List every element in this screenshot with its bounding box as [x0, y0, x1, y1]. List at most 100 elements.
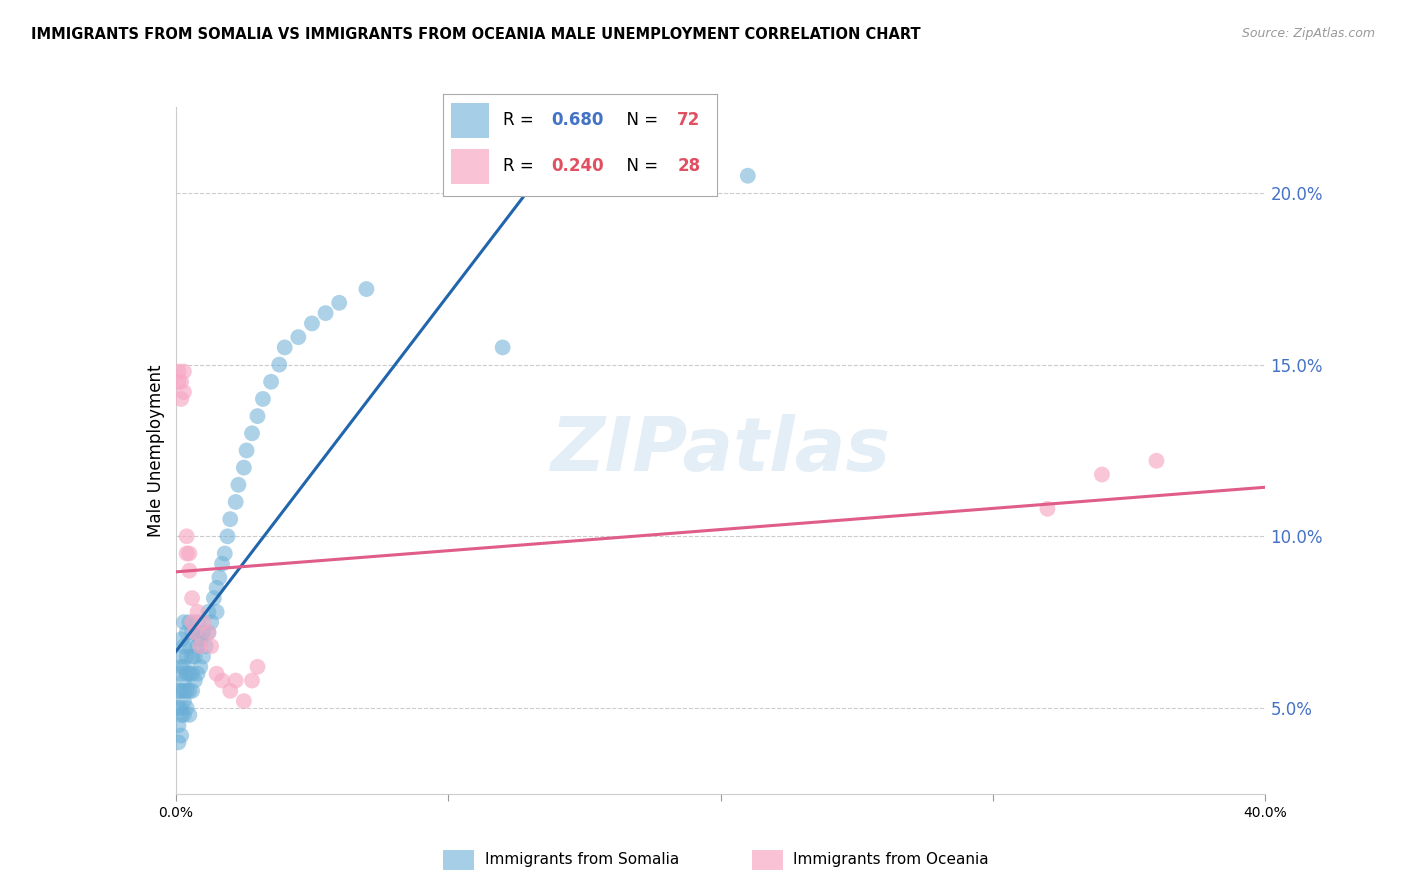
Point — [176, 649, 198, 664]
Point — [235, 443, 257, 458]
Y-axis label: Male Unemployment: Male Unemployment — [148, 364, 166, 537]
Point — [232, 694, 254, 708]
Text: Source: ZipAtlas.com: Source: ZipAtlas.com — [1241, 27, 1375, 40]
Point — [225, 673, 247, 688]
Point — [186, 615, 209, 630]
Point — [188, 660, 211, 674]
Point — [173, 615, 195, 630]
Point — [170, 683, 193, 698]
Text: R =: R = — [503, 158, 540, 176]
Text: ZIPatlas: ZIPatlas — [551, 414, 890, 487]
Point — [191, 625, 214, 640]
Point — [176, 701, 198, 715]
Point — [176, 625, 198, 640]
Point — [167, 364, 190, 378]
Text: N =: N = — [616, 158, 664, 176]
Point — [219, 512, 242, 526]
Point — [240, 673, 263, 688]
Text: N =: N = — [616, 112, 664, 129]
Text: R =: R = — [503, 112, 540, 129]
Point — [1144, 454, 1167, 468]
Point — [186, 605, 209, 619]
Point — [301, 317, 323, 331]
Point — [219, 683, 242, 698]
Text: IMMIGRANTS FROM SOMALIA VS IMMIGRANTS FROM OCEANIA MALE UNEMPLOYMENT CORRELATION: IMMIGRANTS FROM SOMALIA VS IMMIGRANTS FR… — [31, 27, 921, 42]
Point — [167, 683, 190, 698]
Point — [170, 660, 193, 674]
Point — [170, 632, 193, 647]
Point — [188, 632, 211, 647]
Point — [205, 581, 228, 595]
Point — [240, 426, 263, 441]
Point — [167, 375, 190, 389]
Text: 72: 72 — [678, 112, 700, 129]
Point — [167, 718, 190, 732]
Point — [197, 625, 219, 640]
Point — [246, 409, 269, 423]
Point — [167, 735, 190, 749]
Point — [176, 666, 198, 681]
Point — [179, 639, 201, 653]
Point — [197, 605, 219, 619]
Point — [205, 666, 228, 681]
Point — [208, 570, 231, 584]
Point — [184, 673, 207, 688]
Point — [173, 639, 195, 653]
Point — [214, 546, 236, 561]
Point — [225, 495, 247, 509]
Point — [181, 666, 204, 681]
Point — [492, 340, 515, 354]
Point — [1091, 467, 1114, 482]
Point — [188, 639, 211, 653]
Point — [167, 701, 190, 715]
Point — [200, 639, 222, 653]
Point — [197, 625, 219, 640]
Point — [202, 591, 225, 606]
Point — [184, 625, 207, 640]
Point — [181, 591, 204, 606]
Text: Immigrants from Oceania: Immigrants from Oceania — [793, 853, 988, 867]
Point — [232, 460, 254, 475]
Point — [184, 625, 207, 640]
Point — [170, 666, 193, 681]
Text: 0.680: 0.680 — [551, 112, 603, 129]
Bar — [451, 103, 489, 137]
Point — [191, 615, 214, 630]
Point — [176, 683, 198, 698]
Point — [173, 673, 195, 688]
Point — [246, 660, 269, 674]
Point — [170, 729, 193, 743]
Point — [179, 615, 201, 630]
Point — [181, 649, 204, 664]
Point — [205, 605, 228, 619]
Point — [181, 683, 204, 698]
Point — [173, 364, 195, 378]
Point — [252, 392, 274, 406]
Text: Immigrants from Somalia: Immigrants from Somalia — [485, 853, 679, 867]
Point — [287, 330, 309, 344]
Point — [191, 649, 214, 664]
Point — [179, 707, 201, 722]
Point — [176, 546, 198, 561]
Text: 28: 28 — [678, 158, 700, 176]
Point — [179, 564, 201, 578]
Point — [356, 282, 378, 296]
Point — [173, 707, 195, 722]
Point — [184, 649, 207, 664]
Point — [328, 295, 350, 310]
Point — [176, 529, 198, 543]
Point — [170, 707, 193, 722]
Point — [1036, 501, 1059, 516]
Point — [173, 683, 195, 698]
Point — [181, 615, 204, 630]
Bar — [451, 149, 489, 184]
Point — [170, 649, 193, 664]
Point — [228, 478, 250, 492]
Point — [274, 340, 297, 354]
Point — [186, 639, 209, 653]
Point — [170, 392, 193, 406]
Point — [179, 683, 201, 698]
Text: 0.240: 0.240 — [551, 158, 603, 176]
Point — [194, 639, 217, 653]
Point — [170, 375, 193, 389]
